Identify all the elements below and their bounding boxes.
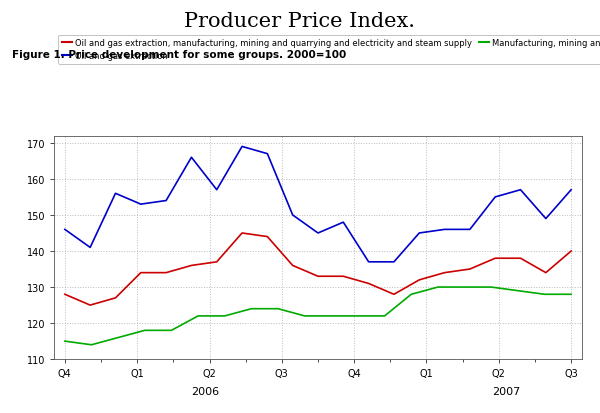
Legend: Oil and gas extraction, manufacturing, mining and quarrying and electricity and : Oil and gas extraction, manufacturing, m… — [58, 36, 600, 64]
Text: 2006: 2006 — [191, 387, 219, 396]
Text: Figure 1. Price development for some groups. 2000=100: Figure 1. Price development for some gro… — [12, 50, 346, 59]
Text: 2007: 2007 — [493, 387, 521, 396]
Text: Producer Price Index.: Producer Price Index. — [185, 12, 415, 31]
